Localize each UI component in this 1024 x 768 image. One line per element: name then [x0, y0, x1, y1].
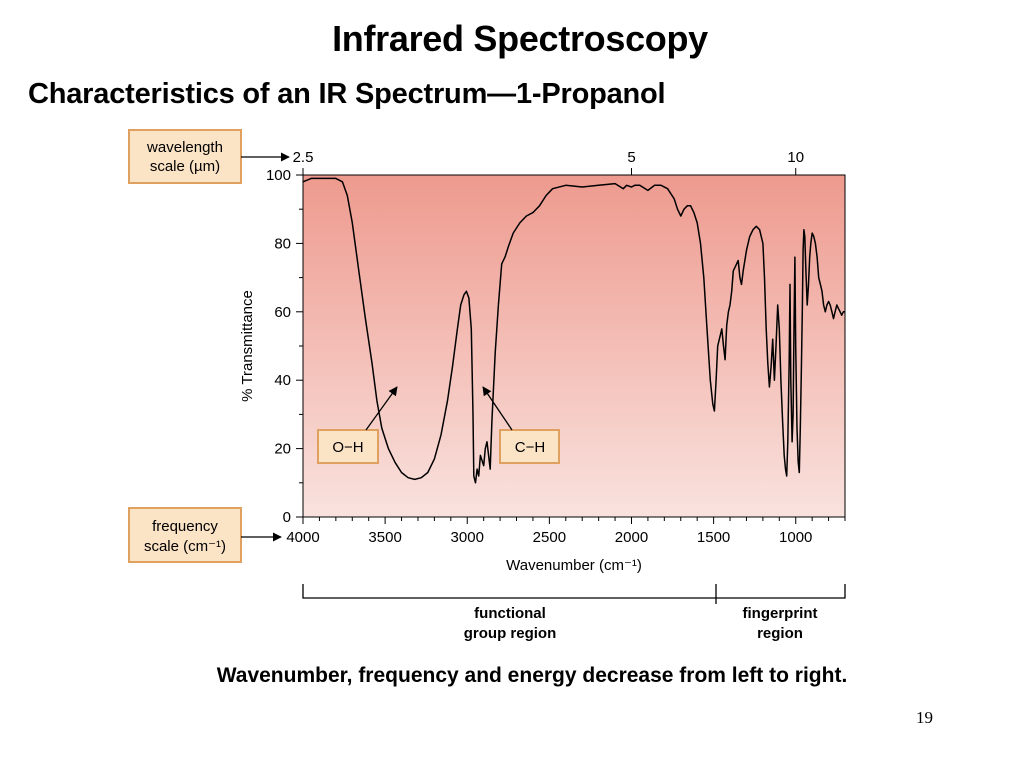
- plot-area: [302, 174, 846, 518]
- page-number: 19: [916, 708, 933, 727]
- x-tick-label: 3000: [451, 529, 484, 546]
- x-tick-label: 3500: [368, 529, 401, 546]
- fingerprint-region-line2: region: [757, 625, 803, 642]
- x-tick-label: 1000: [779, 529, 812, 546]
- x-tick-label: 2500: [533, 529, 566, 546]
- functional-region-line1: functional: [474, 605, 546, 622]
- wavelength-tick-label: 5: [627, 149, 635, 166]
- x-axis-label: Wavenumber (cm⁻¹): [506, 557, 642, 574]
- ch-arrow: [482, 386, 513, 431]
- wavelength-tick-label: 2.5: [293, 149, 314, 166]
- slide-caption: Wavenumber, frequency and energy decreas…: [216, 664, 848, 687]
- fingerprint-region-line1: fingerprint: [743, 605, 818, 622]
- functional-region-line2: group region: [464, 625, 557, 642]
- y-tick-label: 60: [274, 304, 291, 321]
- x-tick-label: 4000: [286, 529, 319, 546]
- frequency-label-line1: frequency: [152, 518, 218, 535]
- y-tick-label: 40: [274, 372, 291, 389]
- oh-arrow: [365, 386, 398, 431]
- ch-annotation: C−H: [482, 386, 560, 464]
- y-axis: 0 20 40 60 80 100: [266, 167, 303, 526]
- wavelength-scale-box: wavelength scale (µm): [128, 129, 290, 184]
- x-tick-label: 1500: [697, 529, 730, 546]
- x-tick-label: 2000: [615, 529, 648, 546]
- wavelength-label-line1: wavelength: [146, 139, 223, 156]
- region-brackets: functional group region fingerprint regi…: [302, 584, 846, 642]
- wavelength-label-line2: scale (µm): [150, 158, 220, 175]
- ch-label: C−H: [515, 439, 545, 456]
- y-tick-label: 20: [274, 441, 291, 458]
- y-axis-label: % Transmittance: [239, 290, 256, 402]
- frequency-label-line2: scale (cm⁻¹): [144, 538, 226, 555]
- x-axis: 4000 3500 3000 2500 2000 1500 1000: [286, 517, 846, 546]
- slide-subtitle: Characteristics of an IR Spectrum—1-Prop…: [28, 78, 666, 110]
- oh-annotation: O−H: [317, 386, 398, 464]
- y-tick-label: 100: [266, 167, 291, 184]
- oh-label: O−H: [332, 439, 363, 456]
- y-tick-label: 80: [274, 235, 291, 252]
- spectrum-line: [302, 177, 845, 484]
- y-tick-label: 0: [283, 509, 291, 526]
- wavelength-tick-label: 10: [787, 149, 804, 166]
- frequency-scale-box: frequency scale (cm⁻¹): [128, 507, 282, 563]
- wavelength-axis: 2.5 5 10: [293, 149, 804, 175]
- slide-title: Infrared Spectroscopy: [332, 18, 708, 59]
